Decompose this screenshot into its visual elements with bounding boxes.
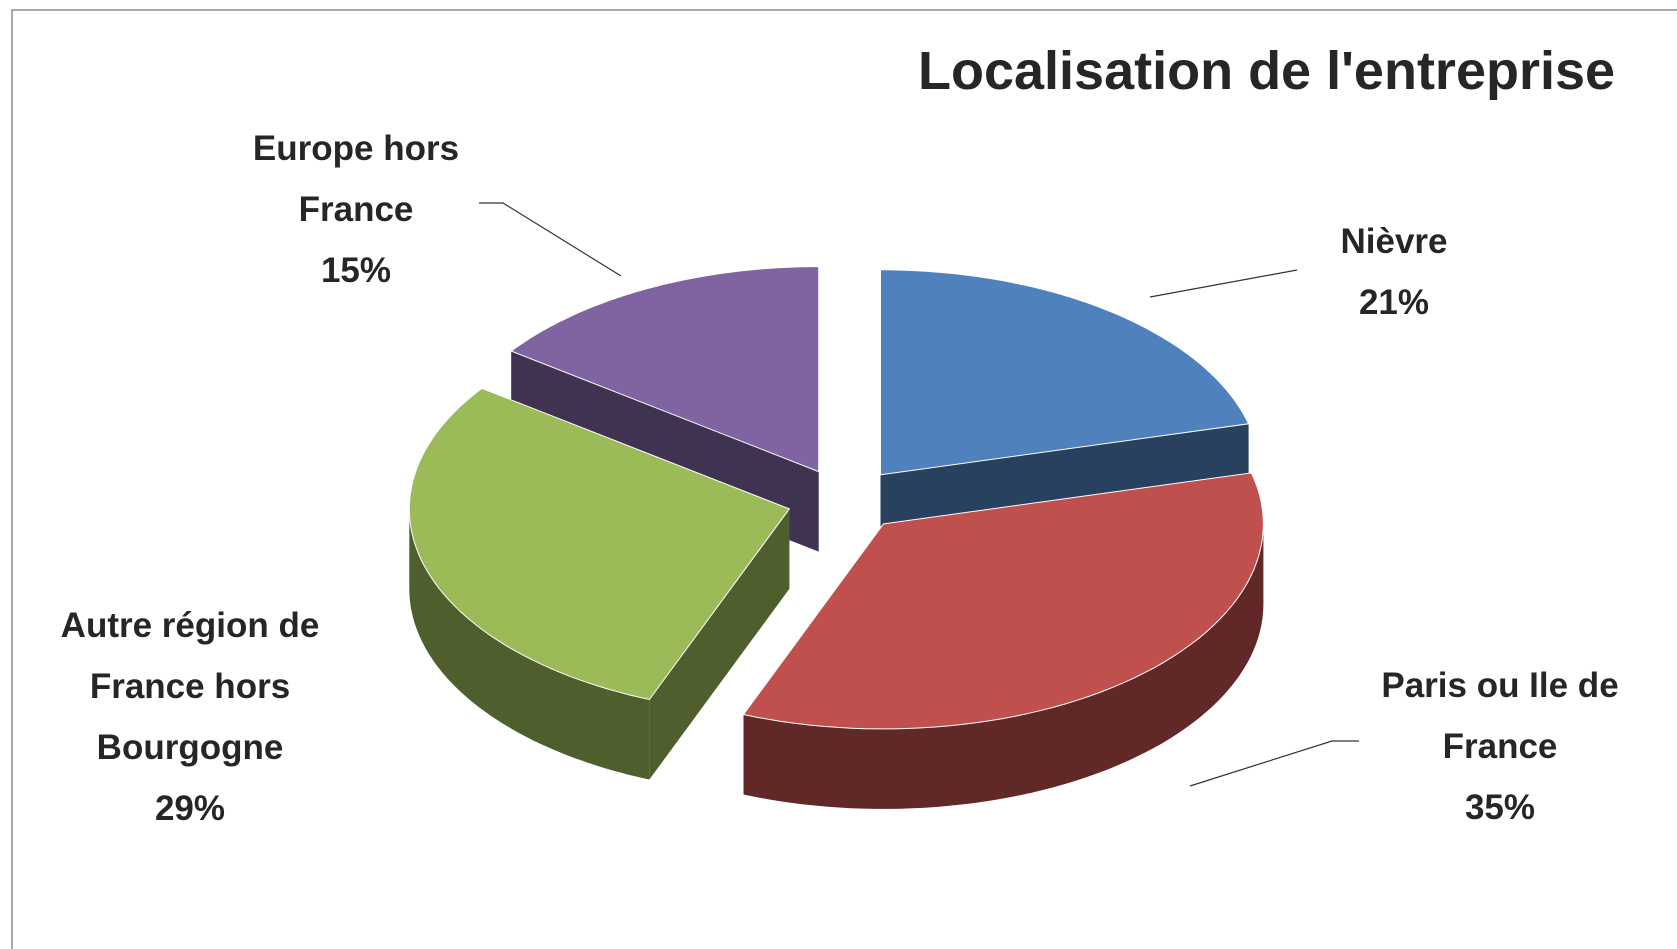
category-label: Nièvre [1340, 222, 1448, 261]
value-label: 15% [320, 251, 392, 290]
leader-line [1149, 269, 1298, 298]
slice [408, 387, 791, 701]
slice [742, 472, 1264, 730]
leader-line [1189, 740, 1359, 787]
slice-side [649, 508, 790, 780]
chart-title: Localisation de l'entreprise [918, 41, 1616, 101]
data-label: Paris ou Ile de France 35% [1355, 655, 1645, 838]
category-label: Paris ou Ile de France [1381, 666, 1619, 766]
slice-wall [409, 508, 650, 780]
slice [880, 269, 1250, 476]
frame [11, 9, 1677, 949]
slice [510, 266, 820, 473]
value-label: 21% [1358, 283, 1430, 322]
value-label: 29% [154, 789, 226, 828]
category-label: Autre région de France hors Bourgogne [60, 606, 320, 767]
data-label: Nièvre 21% [1340, 211, 1447, 333]
value-label: 35% [1464, 788, 1536, 827]
leader-line [479, 202, 622, 277]
data-label: Europe hors France 15% [226, 118, 486, 301]
slice-wall [743, 523, 1264, 809]
data-label: Autre région de France hors Bourgogne 29% [33, 595, 348, 839]
category-label: Europe hors France [252, 129, 460, 229]
pie [408, 266, 1264, 809]
